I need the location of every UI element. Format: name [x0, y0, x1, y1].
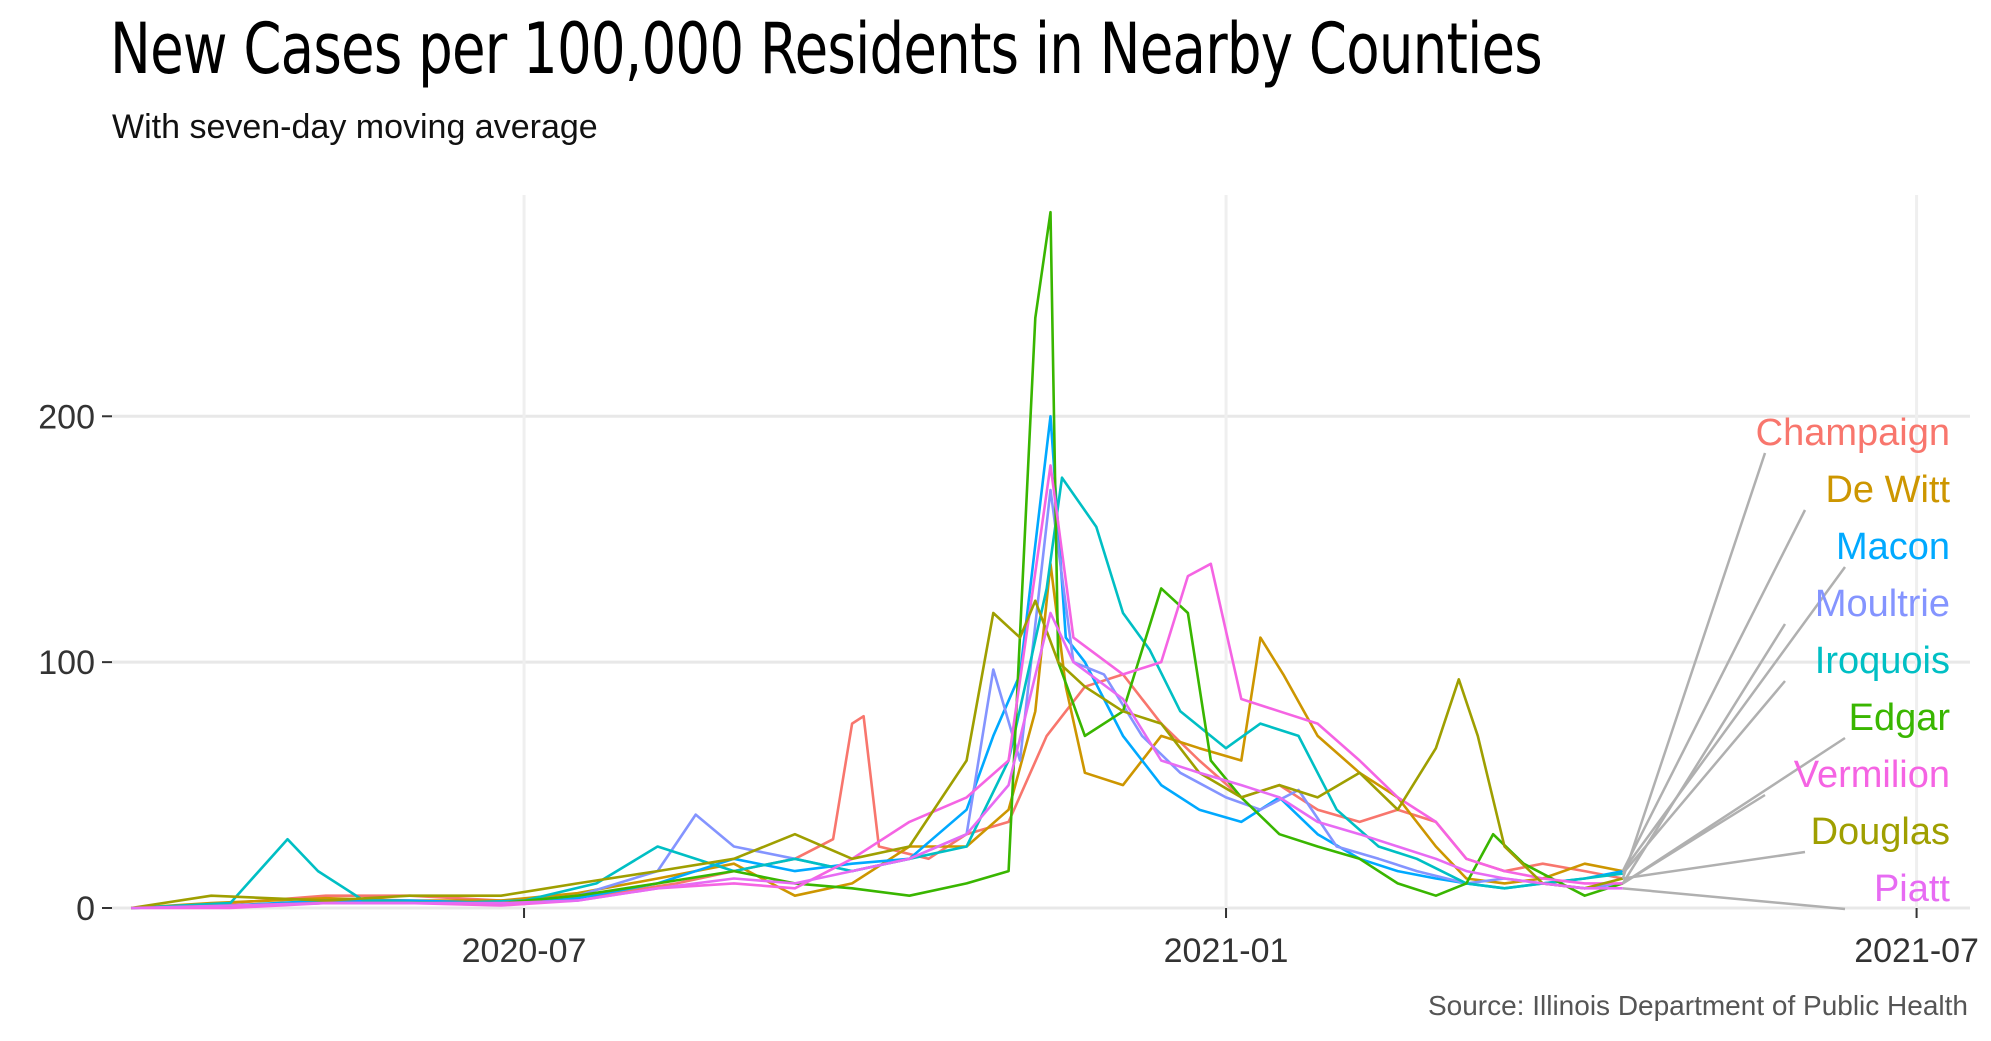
leader-line-vermilion [1622, 793, 1766, 885]
chart-subtitle: With seven-day moving average [112, 108, 598, 146]
series-label-douglas: Douglas [1811, 811, 1950, 853]
series-label-champaign: Champaign [1756, 412, 1950, 454]
leader-line-douglas [1622, 850, 1806, 880]
series-label-edgar: Edgar [1849, 697, 1951, 739]
leader-line-macon [1621, 566, 1847, 872]
x-tick-label: 2021-01 [1164, 932, 1289, 970]
series-label-vermilion: Vermilion [1794, 754, 1950, 796]
leader-line-champaign [1621, 452, 1767, 879]
series-line-edgar [131, 210, 1624, 910]
leader-line-iroquois [1621, 680, 1786, 875]
leader-line-piatt [1622, 887, 1846, 911]
series-label-de-witt: De Witt [1825, 469, 1950, 511]
series-line-piatt [131, 611, 1623, 910]
series-label-macon: Macon [1836, 526, 1950, 568]
series-label-iroquois: Iroquois [1815, 640, 1950, 682]
chart-title: New Cases per 100,000 Residents in Nearb… [110, 8, 1543, 90]
series-line-douglas [130, 599, 1624, 910]
series-label-piatt: Piatt [1874, 868, 1950, 910]
leader-line-de-witt [1621, 509, 1807, 872]
series-line-moultrie [131, 488, 1623, 910]
x-tick-label: 2021-07 [1854, 932, 1979, 970]
series-line-champaign [131, 673, 1624, 910]
source-caption: Source: Illinois Department of Public He… [1427, 990, 1968, 1021]
y-tick-label: 100 [38, 644, 95, 682]
series-line-macon [131, 415, 1624, 910]
y-tick-label: 200 [38, 398, 95, 436]
y-tick-label: 0 [76, 890, 95, 928]
x-tick-label: 2020-07 [462, 932, 587, 970]
series-label-moultrie: Moultrie [1815, 583, 1950, 625]
series-line-vermilion [131, 464, 1623, 910]
series-line-de-witt [131, 562, 1624, 910]
